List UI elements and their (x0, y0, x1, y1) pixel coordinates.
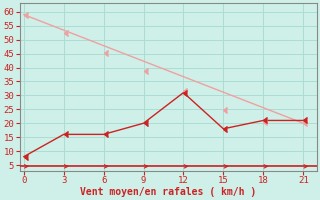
X-axis label: Vent moyen/en rafales ( km/h ): Vent moyen/en rafales ( km/h ) (80, 187, 256, 197)
